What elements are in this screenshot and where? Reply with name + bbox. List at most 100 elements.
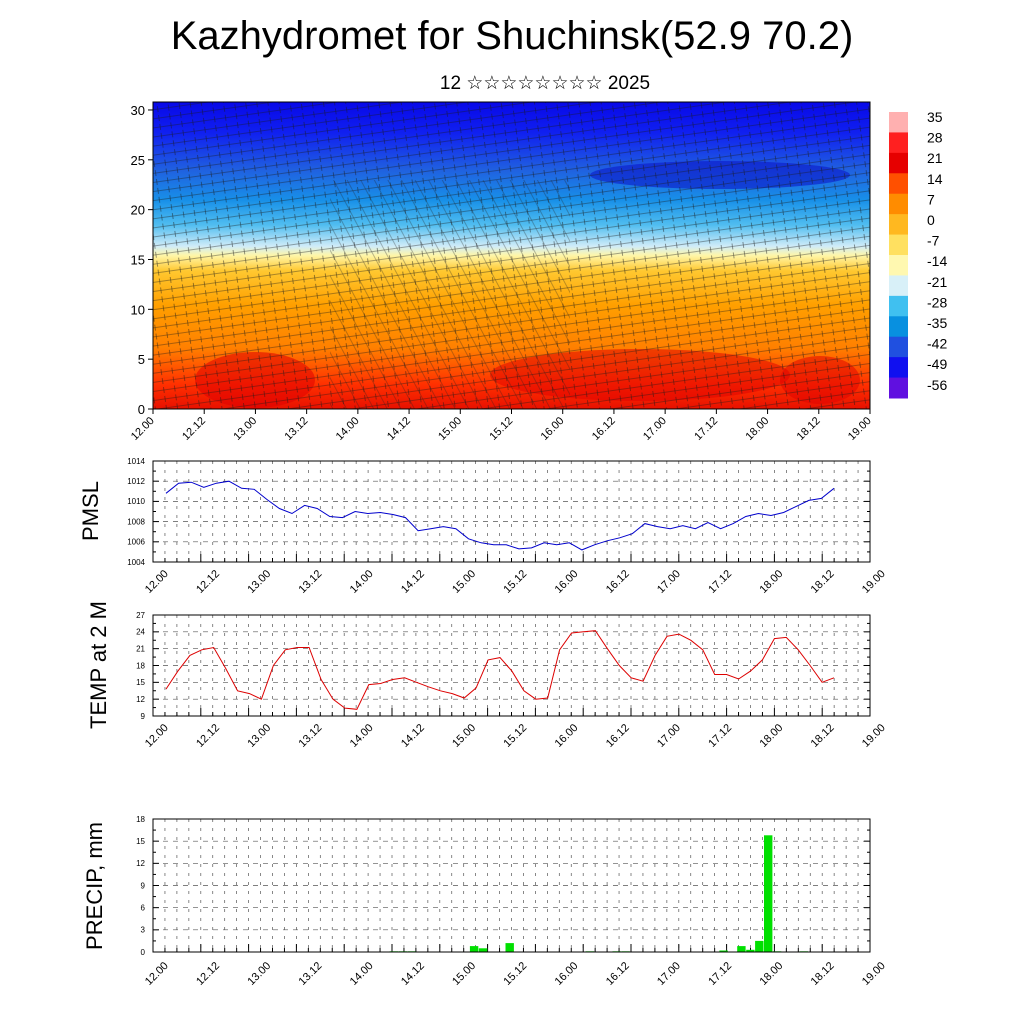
chart-title: Kazhydromet for Shuchinsk(52.9 70.2) (170, 14, 854, 58)
precip-x-tick-label: 19.00 (860, 960, 888, 988)
precip-bar (746, 949, 755, 952)
pmsl-y-tick-label: 1014 (127, 457, 145, 466)
cs-x-tick-label: 17.00 (641, 415, 669, 443)
pmsl-y-tick-label: 1012 (127, 477, 145, 486)
pmsl-x-tick-label: 14.00 (348, 568, 376, 596)
cross-section-panel: 0 5 10 15 20 25 30 12.00 12.12 13.00 13.12 14.00 14… (129, 101, 874, 443)
precip-x-axis: 12.00 12.12 13.00 13.12 14.00 14.12 15.00 15.12… (143, 960, 888, 988)
colorbar-cell (889, 152, 908, 174)
precip-x-tick-label: 13.12 (297, 960, 325, 988)
precip-bar (737, 946, 746, 952)
cs-y-tick-label: 0 (138, 402, 145, 417)
cs-y-tick-label: 25 (131, 153, 145, 168)
colorbar-cell (889, 214, 908, 236)
temp-x-tick-label: 18.00 (757, 722, 785, 750)
colorbar-tick-label: -7 (927, 233, 940, 249)
colorbar-cell (889, 255, 908, 276)
cross-section-y-axis: 0 5 10 15 20 25 30 (131, 103, 153, 417)
precip-x-tick-label: 18.12 (809, 960, 837, 988)
cs-y-tick-label: 15 (131, 252, 145, 267)
pmsl-x-tick-label: 18.12 (809, 568, 837, 596)
cs-x-tick-label: 16.00 (539, 415, 567, 443)
cs-x-tick-label: 15.00 (436, 415, 464, 443)
colorbar-tick-label: 7 (927, 191, 935, 207)
colorbar-tick-label: -56 (927, 377, 947, 393)
colorbar-tick-label: 21 (927, 150, 943, 166)
colorbar-tick-label: -49 (927, 356, 947, 372)
colorbar-tick-label: -42 (927, 336, 947, 352)
precip-panel: 0 3 6 9 12 15 18 12.00 12.12 13.00 13.12 14.00 14.1… (82, 815, 888, 988)
precip-bar (719, 950, 728, 952)
temp-x-tick-label: 19.00 (860, 722, 888, 750)
cs-x-tick-label: 18.00 (743, 415, 771, 443)
precip-bar (469, 946, 479, 952)
cs-x-tick-label: 14.00 (334, 415, 362, 443)
pmsl-y-axis: 1004 1006 1008 1010 1012 1014 (127, 457, 870, 567)
wind-barbs-layer-2 (330, 180, 570, 409)
cs-x-tick-label: 14.12 (385, 415, 413, 443)
pmsl-x-tick-label: 13.00 (245, 568, 273, 596)
colorbar-cell (889, 132, 908, 154)
temp-x-tick-label: 13.12 (297, 722, 325, 750)
cs-x-tick-label: 13.12 (283, 415, 311, 443)
temp-x-tick-label: 12.00 (143, 722, 171, 750)
precip-x-tick-label: 16.12 (604, 960, 632, 988)
colorbar-cell (889, 377, 908, 399)
temp-x-tick-label: 16.00 (553, 722, 581, 750)
precip-x-tick-label: 18.00 (757, 960, 785, 988)
precip-y-tick-label: 3 (141, 926, 146, 935)
pmsl-x-tick-label: 17.00 (655, 568, 683, 596)
precip-x-tick-label: 15.00 (450, 960, 478, 988)
precip-bar (478, 948, 488, 952)
precip-y-tick-label: 12 (136, 859, 145, 868)
temp-y-tick-label: 18 (136, 661, 145, 670)
colorbar-tick-label: 28 (927, 130, 943, 146)
precip-bars (389, 835, 808, 952)
temp-y-tick-label: 27 (136, 611, 145, 620)
cs-y-tick-label: 5 (138, 352, 145, 367)
precip-x-tick-label: 12.12 (194, 960, 222, 988)
pmsl-series-line (165, 480, 835, 551)
colorbar-labels: 35 28 21 14 7 0 -7 -14 -21 -28 -35 -42 -49 -56 (927, 109, 947, 393)
precip-x-tick-label: 16.00 (553, 960, 581, 988)
temp-grid (152, 615, 871, 716)
precip-bar (505, 943, 514, 952)
cs-y-tick-label: 20 (131, 203, 145, 218)
pmsl-x-tick-label: 13.12 (297, 568, 325, 596)
pmsl-y-tick-label: 1010 (127, 497, 145, 506)
temp-y-axis: 9 12 15 18 21 24 27 (136, 611, 870, 721)
colorbar-cell (889, 112, 908, 133)
cs-x-tick-label: 12.00 (129, 415, 157, 443)
precip-x-tick-label: 14.00 (348, 960, 376, 988)
pmsl-x-tick-label: 15.00 (450, 568, 478, 596)
chart-subtitle: 12 ☆☆☆☆☆☆☆☆ 2025 (439, 73, 651, 94)
temp-x-tick-label: 14.12 (399, 722, 427, 750)
colorbar-tick-label: 0 (927, 212, 935, 228)
colorbar-tick-label: -14 (927, 253, 947, 269)
pmsl-x-tick-label: 16.00 (553, 568, 581, 596)
colorbar-cell (889, 295, 908, 317)
precip-x-tick-label: 14.12 (399, 960, 427, 988)
pmsl-y-axis-label: PMSL (78, 481, 103, 541)
precip-x-tick-label: 17.12 (706, 960, 734, 988)
precip-y-tick-label: 18 (136, 815, 145, 824)
precip-x-tick-label: 17.00 (655, 960, 683, 988)
precip-x-tick-label: 12.00 (143, 960, 171, 988)
precip-y-tick-label: 9 (141, 881, 146, 890)
colorbar-cell (889, 234, 908, 256)
cross-section-x-axis: 12.00 12.12 13.00 13.12 14.00 14.12 15.00 15.12… (129, 409, 874, 443)
pmsl-x-axis: 12.00 12.12 13.00 13.12 14.00 14.12 15.00 15.12… (143, 568, 888, 596)
colorbar-tick-label: 35 (927, 109, 943, 125)
precip-bar (764, 835, 773, 952)
pmsl-y-tick-label: 1008 (127, 517, 145, 526)
colorbar-cell (889, 275, 908, 297)
precip-x-tick-label: 15.12 (501, 960, 529, 988)
cs-y-tick-label: 30 (131, 103, 145, 118)
temp-y-axis-label: TEMP at 2 M (86, 601, 111, 729)
colorbar-tick-label: 14 (927, 171, 943, 187)
colorbar-cells (889, 112, 908, 399)
temp-x-tick-label: 17.12 (706, 722, 734, 750)
cs-x-tick-label: 15.12 (487, 415, 515, 443)
precip-bar (755, 940, 764, 952)
